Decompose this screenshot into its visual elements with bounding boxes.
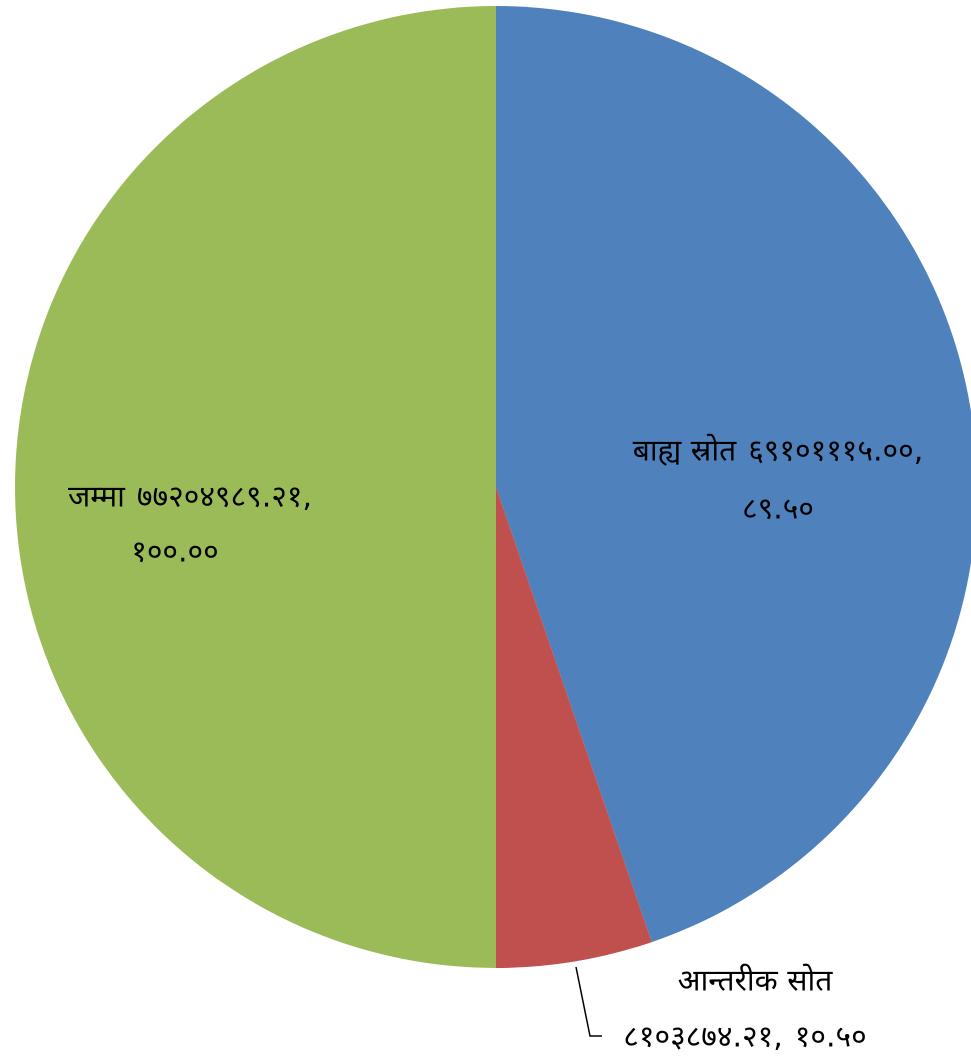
pie-slice [496,487,652,968]
label-sep: , [914,434,924,469]
label-amt: ७७२०४९८९.२१ [137,480,303,515]
data-label: जम्मा ७७२०४९८९.२१, १००.०० [68,480,312,570]
label-sep: , [302,480,312,515]
label-amt: ६९१०१११५.०० [748,434,914,469]
label-pct: ८९.५० [742,492,814,527]
label-sep: , [773,1020,783,1055]
label-amt: ८१०३८७४.२१ [623,1020,773,1055]
leader-line [575,966,602,1037]
pie [15,6,971,968]
label-line: ८९.५० [742,492,814,527]
label-line: बाह्य स्रोत ६९१०१११५.००, [633,434,924,469]
label-cat: जम्मा [68,480,126,515]
data-label: आन्तरीक सोत ८१०३८७४.२१, १०.५० [623,964,866,1055]
label-cat: बाह्य स्रोत [633,434,737,469]
pie-slice [496,6,971,943]
label-pct: १०.५० [795,1020,867,1055]
label-cat: आन्तरीक सोत [678,964,834,999]
label-line: ८१०३८७४.२१, १०.५० [623,1020,866,1055]
data-labels: बाह्य स्रोत ६९१०१११५.००, ८९.५० आन्तरीक सोत ८… [68,434,923,1055]
pie-slice [15,6,496,968]
label-line: १००.०० [131,535,219,570]
label-line: आन्तरीक सोत [678,964,834,999]
label-pct: १००.०० [131,535,219,570]
label-line: जम्मा ७७२०४९८९.२१, [68,480,312,515]
data-label: बाह्य स्रोत ६९१०१११५.००, ८९.५० [633,434,924,527]
